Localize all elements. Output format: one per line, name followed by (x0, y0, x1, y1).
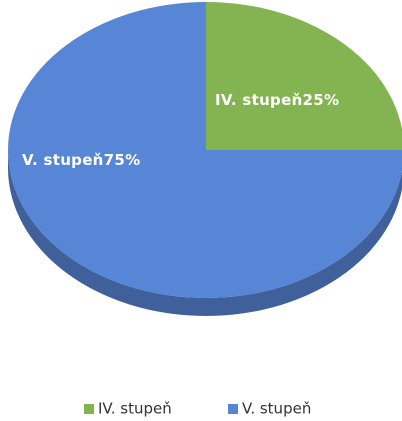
pie-slice (206, 2, 402, 150)
legend-swatch (228, 404, 238, 414)
data-label: IV. stupeň25% (215, 91, 339, 109)
data-label-value: 75% (104, 151, 141, 169)
data-label: V. stupeň75% (22, 151, 140, 169)
pie: IV. stupeň25% V. stupeň75% (8, 2, 402, 316)
legend-label: IV. stupeň (98, 400, 172, 418)
legend: IV. stupeň V. stupeň (84, 400, 311, 418)
pie-slice (8, 2, 402, 298)
data-label-value: 25% (303, 91, 340, 109)
legend-label: V. stupeň (242, 400, 311, 418)
legend-swatch (84, 404, 94, 414)
data-label-category: IV. stupeň (215, 91, 303, 109)
data-label-category: V. stupeň (22, 151, 104, 169)
